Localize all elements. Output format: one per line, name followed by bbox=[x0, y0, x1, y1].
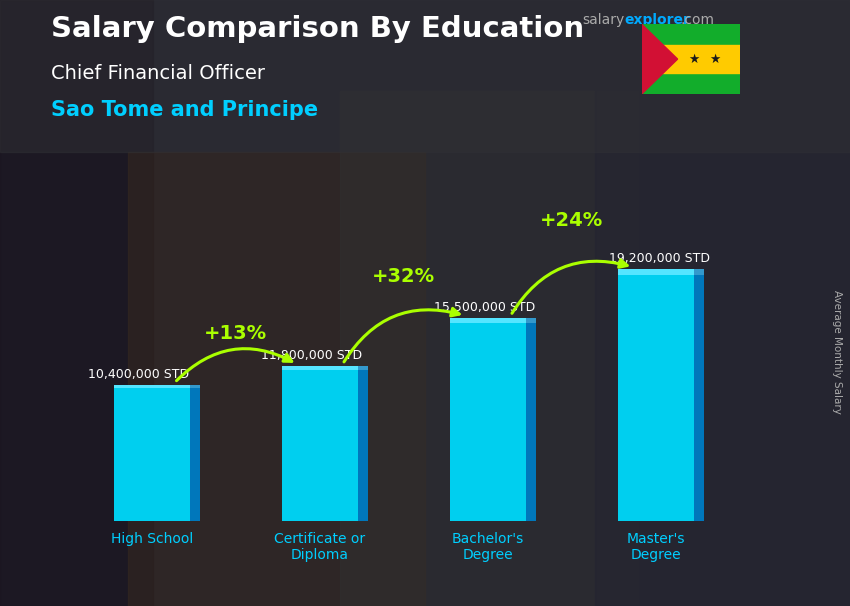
Bar bbox=[595, 0, 850, 606]
Bar bbox=[618, 269, 694, 521]
Text: +24%: +24% bbox=[541, 211, 604, 230]
Text: Salary Comparison By Education: Salary Comparison By Education bbox=[51, 15, 584, 43]
Text: ★: ★ bbox=[688, 53, 700, 65]
Text: explorer: explorer bbox=[625, 13, 690, 27]
Bar bbox=[114, 385, 190, 388]
Polygon shape bbox=[642, 24, 677, 94]
Text: 15,500,000 STD: 15,500,000 STD bbox=[434, 301, 536, 314]
Bar bbox=[190, 385, 200, 521]
Text: 19,200,000 STD: 19,200,000 STD bbox=[609, 252, 710, 265]
Bar bbox=[358, 366, 368, 370]
Text: 11,800,000 STD: 11,800,000 STD bbox=[261, 349, 362, 362]
Bar bbox=[642, 45, 740, 73]
Bar bbox=[525, 318, 536, 521]
Text: Chief Financial Officer: Chief Financial Officer bbox=[51, 64, 265, 82]
Text: +32%: +32% bbox=[372, 267, 435, 286]
Bar bbox=[450, 318, 525, 323]
Text: Average Monthly Salary: Average Monthly Salary bbox=[832, 290, 842, 413]
Bar bbox=[694, 269, 704, 521]
Bar bbox=[0, 0, 850, 152]
Bar bbox=[450, 318, 525, 521]
Bar bbox=[358, 366, 368, 521]
Bar bbox=[618, 269, 694, 275]
Bar bbox=[694, 269, 704, 275]
Text: 10,400,000 STD: 10,400,000 STD bbox=[88, 368, 190, 381]
Bar bbox=[128, 152, 425, 606]
Text: Sao Tome and Principe: Sao Tome and Principe bbox=[51, 100, 318, 120]
Bar bbox=[114, 385, 190, 521]
Text: .com: .com bbox=[680, 13, 714, 27]
Text: ★: ★ bbox=[710, 53, 721, 65]
Bar bbox=[340, 91, 638, 606]
Bar bbox=[282, 366, 358, 521]
Text: salary: salary bbox=[582, 13, 625, 27]
Bar bbox=[282, 366, 358, 370]
Bar bbox=[0, 0, 153, 606]
Bar bbox=[525, 318, 536, 323]
Bar bbox=[190, 385, 200, 388]
Text: +13%: +13% bbox=[204, 324, 268, 342]
